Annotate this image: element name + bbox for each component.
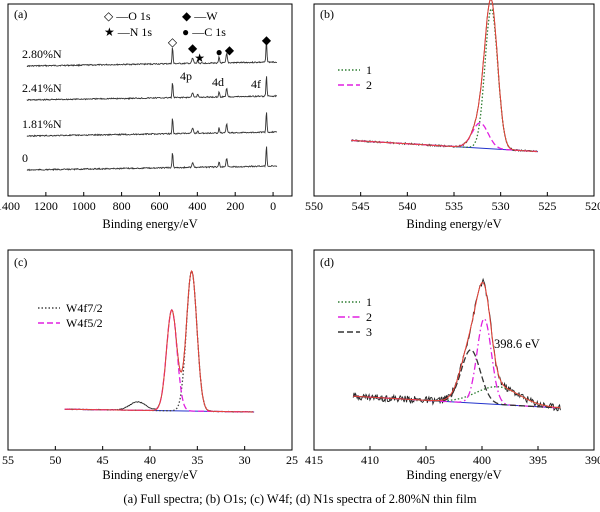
panel-c-label: (c) [14,255,27,269]
marker-w4p-icon: ◆ [188,41,198,55]
spectrum-241N [26,76,278,102]
spectrum-0 [26,146,278,172]
panel-a-frame [7,3,293,197]
marker-c1s-icon: ● [215,45,222,59]
panel-c-tick-label: 55 [2,453,14,467]
legend-o1s: ◇ —O 1s [104,9,151,23]
fit-envelope [64,269,254,413]
panel-d: (d) 123 398.6 eV 415 410 405 400 395 390 Bind… [305,249,600,482]
component-1 [353,386,561,409]
component-1 [351,7,538,153]
panel-d-x-label: Binding energy/eV [406,468,501,482]
panel-c-spectra [64,269,255,413]
peak-label-4d: 4d [212,75,224,89]
panel-a-x-label: Binding energy/eV [102,217,197,231]
marker-n1s-icon: ★ [194,51,205,65]
panel-a-tick-label: 1000 [72,199,96,213]
panel-b: (b) 12 550 545 540 535 530 525 520 Binding ene… [305,0,600,231]
panel-a-tick-label: 600 [150,199,168,213]
panel-a-tick-label: 0 [270,199,276,213]
component-W4f7-2 [64,269,254,413]
panel-a: (a) ◇ —O 1s ◆ —W ★ —N 1s ● —C 1s 2.80%N 2… [0,3,293,231]
panel-a-spectra: 2.80%N2.41%N1.81%N0◇ ◆★ ● ◆◆4p 4d 4f [22,33,278,172]
series-label-280N: 2.80%N [22,47,62,61]
panel-c-tick-label: 40 [144,453,156,467]
panel-d-label: (d) [320,255,334,269]
panel-c-tick-label: 30 [239,453,251,467]
legend-label-W4f5-2: W4f5/2 [66,316,103,330]
panel-b-tick-label: 535 [445,199,463,213]
panel-c-x-ticks: 55 50 45 40 35 30 25 [2,446,298,467]
panel-c-frame [7,249,293,451]
legend-label-2: 2 [366,78,372,92]
panel-d-tick-label: 395 [529,453,547,467]
legend-label-1: 1 [366,63,372,77]
raw-spectrum [64,270,254,413]
legend-label-1: 1 [366,295,372,309]
panel-a-tick-label: 800 [113,199,131,213]
panel-a-tick-label: 1400 [0,199,20,213]
panel-c-tick-label: 25 [286,453,298,467]
panel-c-tick-label: 45 [97,453,109,467]
peak-label-4p: 4p [180,69,192,83]
panel-d-frame [313,249,595,451]
panel-a-label: (a) [14,7,27,21]
panel-b-tick-label: 550 [305,199,323,213]
panel-b-frame [313,3,595,197]
legend-c1s: ● —C 1s [182,25,226,39]
panel-d-tick-label: 405 [417,453,435,467]
marker-w4d-icon: ◆ [225,43,235,57]
figure-caption: (a) Full spectra; (b) O1s; (c) W4f; (d) … [123,492,476,506]
peak-label-4f: 4f [251,77,261,91]
panel-b-spectra [351,0,539,153]
series-label-0: 0 [22,151,28,165]
legend-label-W4f7-2: W4f7/2 [66,301,103,315]
component-3 [353,349,561,409]
fit-envelope [351,0,538,153]
panel-b-x-ticks: 550 545 540 535 530 525 520 [305,192,600,213]
panel-d-tick-label: 390 [585,453,600,467]
panel-b-tick-label: 530 [492,199,510,213]
series-label-181N: 1.81%N [22,117,62,131]
panel-c-tick-label: 50 [49,453,61,467]
legend-label-2: 2 [366,310,372,324]
fit-envelope [353,281,561,409]
legend-label-3: 3 [366,325,372,339]
panel-d-tick-label: 410 [361,453,379,467]
panel-b-tick-label: 520 [585,199,600,213]
panel-b-tick-label: 545 [352,199,370,213]
panel-a-legend: ◇ —O 1s ◆ —W ★ —N 1s ● —C 1s [104,9,226,39]
panel-d-legend: 123 [338,295,372,339]
raw-spectrum [351,0,538,153]
panel-b-tick-label: 540 [398,199,416,213]
panel-a-x-ticks: 1400 1200 1000 800 600 400 200 0 [0,192,276,213]
marker-o1s-icon: ◇ [168,35,178,49]
panel-a-tick-label: 400 [188,199,206,213]
panel-c-tick-label: 35 [191,453,203,467]
panel-d-tick-label: 400 [473,453,491,467]
component-2 [353,318,561,409]
panel-a-tick-label: 1200 [34,199,58,213]
panel-b-legend: 12 [338,63,372,92]
panel-d-annotation: 398.6 eV [494,337,540,351]
panel-b-tick-label: 525 [538,199,556,213]
spectrum-181N [26,112,278,138]
panel-b-x-label: Binding energy/eV [406,217,501,231]
panel-a-tick-label: 200 [226,199,244,213]
panel-d-tick-label: 415 [305,453,323,467]
panel-d-spectra [352,277,561,412]
panel-c-x-label: Binding energy/eV [102,468,197,482]
marker-w4f-icon: ◆ [262,33,272,47]
legend-n1s: ★ —N 1s [104,25,152,39]
legend-w: ◆ —W [182,9,218,23]
series-label-241N: 2.41%N [22,81,62,95]
spectrum-280N [26,42,277,68]
panel-b-label: (b) [320,7,334,21]
panel-d-x-ticks: 415 410 405 400 395 390 [305,446,600,467]
